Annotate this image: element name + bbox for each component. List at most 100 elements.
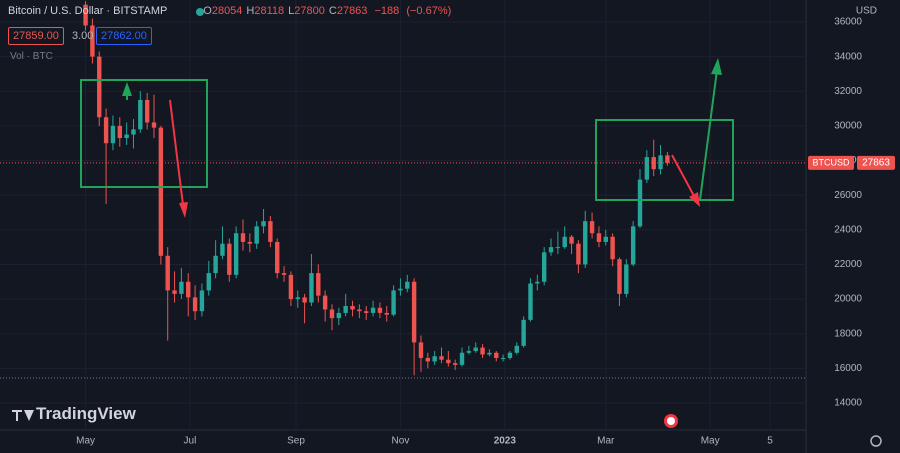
candle-body xyxy=(589,221,595,234)
x-tick-label: Jul xyxy=(184,436,197,447)
arrow-down xyxy=(169,99,184,206)
candle-body xyxy=(247,241,253,244)
ohlc-key: O xyxy=(203,5,212,17)
event-icon-flag xyxy=(667,417,675,425)
candle-body xyxy=(165,255,170,291)
candle-body xyxy=(439,356,444,360)
y-tick-label: 32000 xyxy=(834,86,862,97)
axis-unit[interactable]: USD xyxy=(856,6,877,17)
candle-body xyxy=(555,247,561,249)
candle-body xyxy=(617,259,622,294)
candle-body xyxy=(514,345,519,353)
candle-body xyxy=(384,312,389,315)
price-tag xyxy=(857,155,895,170)
candle-body xyxy=(220,243,225,256)
price-tag-label: 27863 xyxy=(862,158,890,169)
candle-body xyxy=(548,247,554,253)
candle-body xyxy=(254,226,259,244)
y-tick-label: 34000 xyxy=(834,51,862,62)
candle-body xyxy=(535,281,540,284)
candle-body xyxy=(261,221,266,227)
candle-body xyxy=(302,297,307,303)
candle-body xyxy=(651,157,656,170)
candle-body xyxy=(562,236,567,248)
candle-body xyxy=(480,347,485,355)
candle-body xyxy=(405,281,410,289)
range-box xyxy=(595,119,734,201)
symbol-tag xyxy=(808,155,854,170)
candle-body xyxy=(569,236,574,244)
y-tick-label: 20000 xyxy=(834,294,862,305)
candle-body xyxy=(630,226,636,265)
candle-body xyxy=(227,243,232,275)
candle-body xyxy=(377,307,383,313)
annotations xyxy=(80,69,734,201)
ohlc-value: 28054 xyxy=(211,5,243,17)
ohlc-key: H xyxy=(246,5,255,17)
candle-body xyxy=(110,125,116,144)
candle-body xyxy=(500,357,506,359)
candle-body xyxy=(233,233,239,275)
logo-mark xyxy=(12,410,34,421)
change-pct: (−0.67%) xyxy=(406,5,452,17)
ask-price[interactable]: 27862.00 xyxy=(96,27,152,45)
y-tick-label: 14000 xyxy=(834,398,862,409)
candle-body xyxy=(446,359,451,364)
candle-body xyxy=(466,351,472,353)
ohlc-value: 28118 xyxy=(254,5,285,17)
candle-body xyxy=(103,117,109,144)
candle-body xyxy=(473,347,478,352)
candle-body xyxy=(541,252,547,282)
spread: 3.00 xyxy=(72,30,94,42)
candle-body xyxy=(452,363,458,365)
ohlc-value: 27800 xyxy=(294,5,325,17)
candle-body xyxy=(411,281,417,343)
x-tick-label: Mar xyxy=(597,436,615,447)
bid-price[interactable]: 27859.00 xyxy=(8,27,64,45)
arrow-down xyxy=(671,154,695,197)
candle-body xyxy=(364,311,369,313)
change: −188 xyxy=(374,5,400,17)
arrow-head xyxy=(711,58,722,75)
candle-body xyxy=(658,155,663,170)
candle-body xyxy=(583,221,588,265)
ohlc-key: C xyxy=(328,5,337,17)
candle-body xyxy=(288,274,294,300)
y-tick-label: 16000 xyxy=(834,363,862,374)
arrow-head xyxy=(179,202,188,218)
candle-body xyxy=(213,255,218,274)
candle-body xyxy=(158,127,164,256)
candle-body xyxy=(138,99,143,130)
settings-icon[interactable] xyxy=(870,435,882,447)
candle-body xyxy=(179,281,184,294)
candle-body xyxy=(295,297,300,300)
y-tick-label: 26000 xyxy=(834,190,862,201)
candle-body xyxy=(316,273,321,296)
candle-body xyxy=(425,357,431,362)
candle-body xyxy=(206,273,211,291)
ohlc-value: 27863 xyxy=(336,5,368,17)
candle-body xyxy=(275,241,280,274)
candle-body xyxy=(336,312,342,319)
candle-body xyxy=(494,352,499,358)
candle-body xyxy=(199,290,205,312)
candle-body xyxy=(432,356,437,362)
y-tick-label: 24000 xyxy=(834,224,862,235)
candle-body xyxy=(192,297,198,312)
arrow-head xyxy=(689,192,700,207)
volume-label: Vol · BTC xyxy=(10,51,53,62)
y-tick-label: 22000 xyxy=(834,259,862,270)
candle-body xyxy=(350,306,355,310)
candle-body xyxy=(624,264,629,294)
y-tick-label: 30000 xyxy=(834,121,862,132)
candle-body xyxy=(528,283,533,320)
candle-body xyxy=(124,134,129,139)
x-tick-label: Nov xyxy=(392,436,410,447)
ohlc-key: L xyxy=(288,5,295,17)
candle-body xyxy=(398,288,403,291)
candle-body xyxy=(281,273,287,275)
candle-body xyxy=(144,99,150,123)
candle-body xyxy=(186,281,191,298)
candle-body xyxy=(576,243,581,265)
candle-body xyxy=(391,290,396,315)
